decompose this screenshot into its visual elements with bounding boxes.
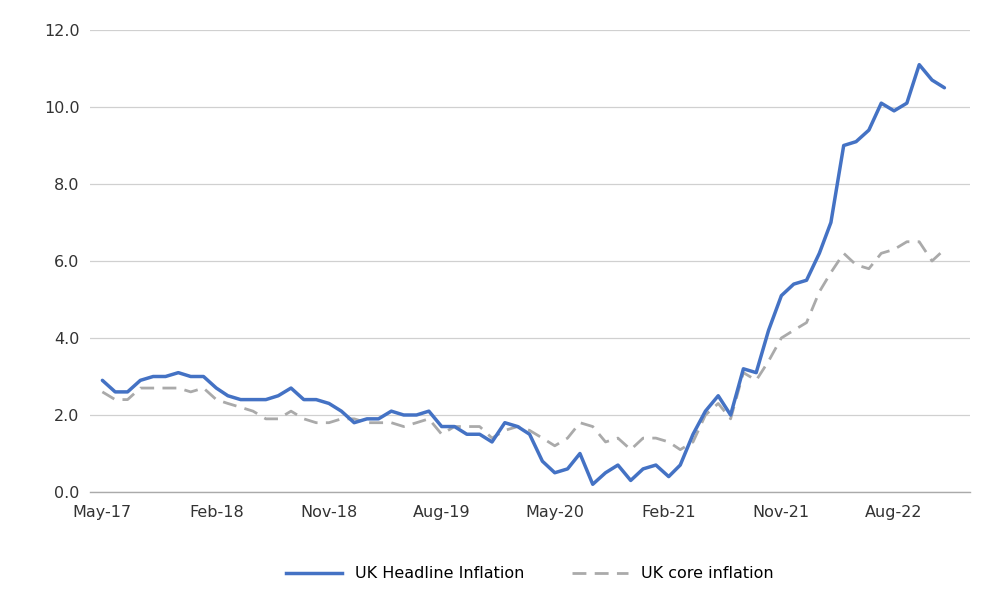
Legend: UK Headline Inflation, UK core inflation: UK Headline Inflation, UK core inflation [280,560,780,588]
Line: UK core inflation: UK core inflation [102,242,944,449]
Line: UK Headline Inflation: UK Headline Inflation [102,65,944,484]
